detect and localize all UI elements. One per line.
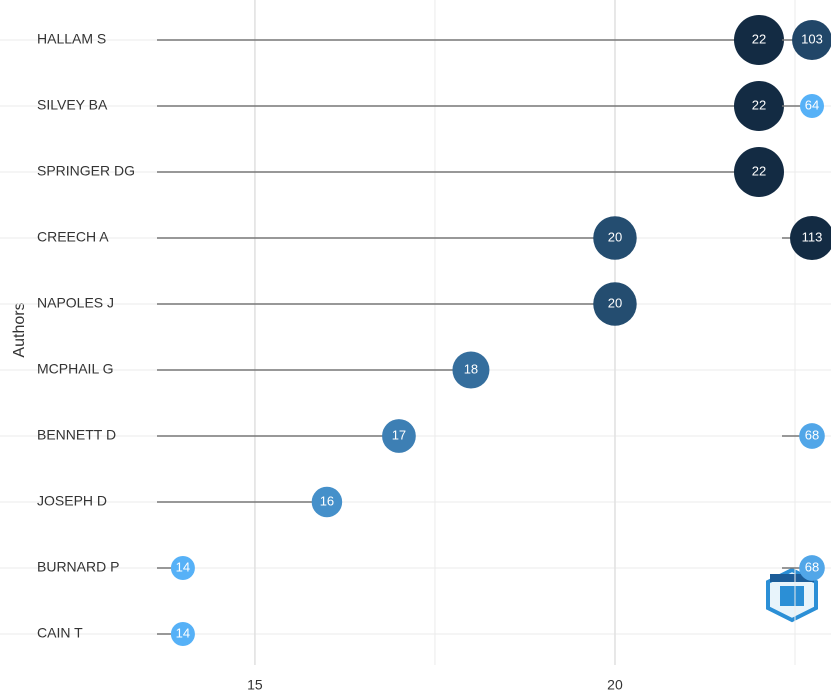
right-bubble-label: 103 xyxy=(801,31,823,46)
right-bubble-label: 113 xyxy=(802,229,823,244)
logo xyxy=(766,567,818,623)
bubble-label: 22 xyxy=(752,31,766,46)
category-label: HALLAM S xyxy=(37,31,106,47)
category-label: CREECH A xyxy=(37,229,109,245)
category-label: BURNARD P xyxy=(37,559,119,575)
category-label: SPRINGER DG xyxy=(37,163,135,179)
bubble-label: 14 xyxy=(176,625,190,640)
right-bubble xyxy=(799,423,825,449)
bubble xyxy=(311,486,343,518)
bubble-label: 20 xyxy=(608,229,622,244)
x-tick-label: 20 xyxy=(607,677,623,693)
right-bubble xyxy=(799,555,825,581)
bubble xyxy=(593,282,637,326)
bubble xyxy=(170,622,195,646)
bubble-label: 22 xyxy=(752,97,766,112)
y-axis-label: Authors xyxy=(11,302,28,357)
right-bubble-label: 68 xyxy=(805,559,819,574)
bubble-label: 17 xyxy=(392,427,406,442)
bubble xyxy=(452,351,490,389)
category-label: NAPOLES J xyxy=(37,295,114,311)
bubble xyxy=(733,147,784,197)
category-label: JOSEPH D xyxy=(37,493,107,509)
category-label: SILVEY BA xyxy=(37,97,108,113)
right-bubble-label: 64 xyxy=(805,97,819,112)
bubble xyxy=(593,216,637,260)
bubble-label: 22 xyxy=(752,163,766,178)
bubble xyxy=(170,556,195,580)
right-bubble-label: 68 xyxy=(805,427,819,442)
bubble-label: 18 xyxy=(464,361,478,376)
bubble-label: 20 xyxy=(608,295,622,310)
bubble-label: 16 xyxy=(320,493,334,508)
bubble xyxy=(733,81,784,131)
bubble xyxy=(382,419,416,453)
bubble xyxy=(733,15,784,65)
category-label: CAIN T xyxy=(37,625,83,641)
bubble-label: 14 xyxy=(176,559,190,574)
x-tick-label: 15 xyxy=(247,677,263,693)
category-label: BENNETT D xyxy=(37,427,116,443)
right-bubble xyxy=(792,20,831,60)
right-bubble xyxy=(800,94,824,118)
category-label: MCPHAIL G xyxy=(37,361,114,377)
right-bubble xyxy=(790,216,831,260)
